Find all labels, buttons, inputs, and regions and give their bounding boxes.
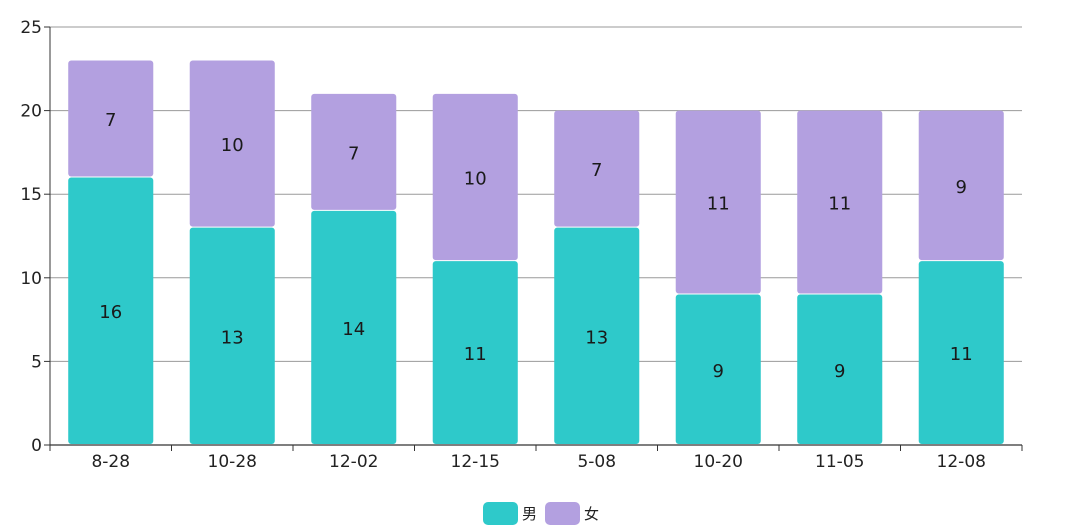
bar-value-label: 11 — [464, 344, 487, 365]
bar-value-label: 14 — [342, 319, 365, 340]
bar-value-label: 11 — [950, 344, 973, 365]
y-tick-label: 15 — [20, 185, 42, 205]
legend-label-male: 男 — [522, 505, 537, 523]
y-tick-label: 5 — [31, 352, 42, 372]
bar-value-label: 9 — [834, 361, 845, 382]
bar-male-12-02 — [311, 210, 397, 444]
bar-female-12-08 — [918, 110, 1004, 261]
bar-value-label: 11 — [828, 194, 851, 215]
y-tick-label: 20 — [20, 102, 42, 122]
legend-swatch-female — [545, 502, 580, 525]
x-tick-label: 12-02 — [329, 452, 378, 472]
bar-male-8-28 — [68, 177, 154, 445]
bar-female-12-02 — [311, 93, 397, 210]
bar-value-label: 13 — [585, 327, 608, 348]
legend-swatch-male — [483, 502, 518, 525]
bar-value-label: 11 — [707, 194, 730, 215]
bar-female-10-28 — [189, 60, 275, 227]
y-tick-label: 25 — [20, 18, 42, 38]
x-tick-label: 5-08 — [577, 452, 616, 472]
bar-female-8-28 — [68, 60, 154, 177]
legend-label-female: 女 — [584, 505, 599, 523]
y-tick-label: 10 — [20, 269, 42, 289]
bar-value-label: 13 — [221, 327, 244, 348]
x-tick-label: 12-08 — [937, 452, 986, 472]
bar-value-label: 10 — [221, 135, 244, 156]
bar-female-5-08 — [554, 110, 640, 227]
x-tick-label: 8-28 — [91, 452, 130, 472]
x-tick-label: 10-28 — [208, 452, 257, 472]
x-tick-label: 11-05 — [815, 452, 864, 472]
x-tick-label: 10-20 — [694, 452, 743, 472]
bar-value-label: 7 — [348, 143, 359, 164]
bar-value-label: 7 — [105, 110, 116, 131]
bar-value-label: 9 — [713, 361, 724, 382]
x-tick-label: 12-15 — [451, 452, 500, 472]
bar-female-10-20 — [675, 110, 761, 294]
bar-female-12-15 — [432, 93, 518, 261]
bar-male-12-08 — [918, 261, 1004, 444]
bar-male-10-28 — [189, 227, 275, 444]
bar-value-label: 9 — [956, 177, 967, 198]
bar-value-label: 10 — [464, 168, 487, 189]
bar-male-5-08 — [554, 227, 640, 444]
bar-value-label: 16 — [99, 302, 122, 323]
bar-male-12-15 — [432, 261, 518, 444]
bar-male-10-20 — [675, 294, 761, 444]
y-tick-label: 0 — [31, 436, 42, 456]
bar-female-11-05 — [797, 110, 883, 294]
bar-value-label: 7 — [591, 160, 602, 181]
bar-male-11-05 — [797, 294, 883, 444]
